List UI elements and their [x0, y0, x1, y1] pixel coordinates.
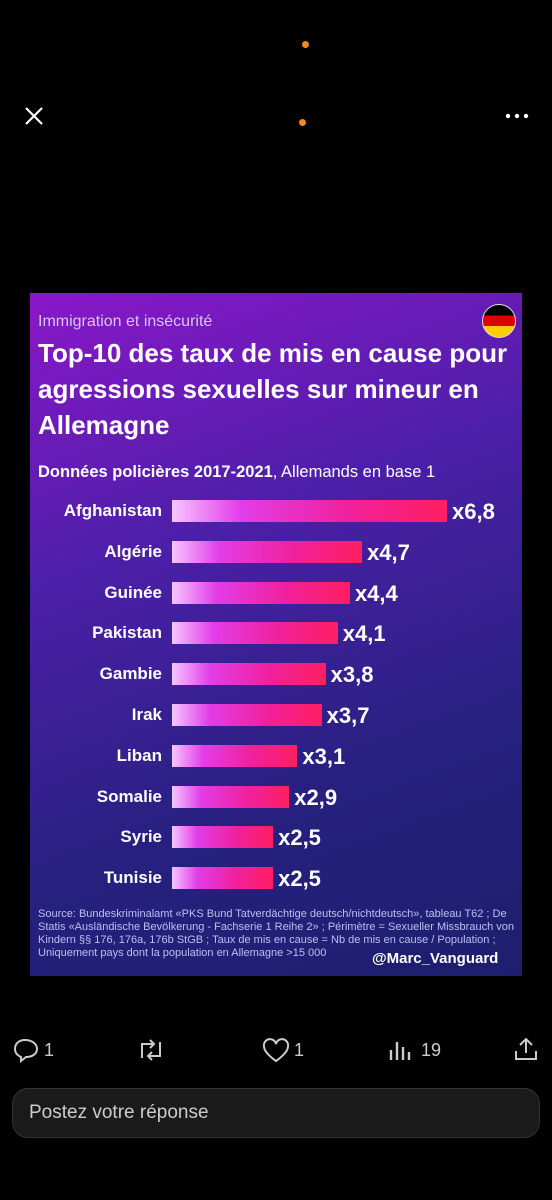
bar: [172, 867, 274, 890]
value-label: x4,4: [354, 580, 398, 606]
value-label: x3,1: [302, 743, 346, 769]
value-label: x3,8: [330, 662, 374, 688]
subtitle-rest: , Allemands en base 1: [272, 463, 436, 481]
more-button[interactable]: [504, 106, 530, 126]
value-label: x4,7: [367, 539, 410, 565]
loading-dot: [302, 41, 309, 48]
value-label: x6,8: [452, 499, 495, 524]
bar: [172, 500, 447, 522]
category-label: Gambie: [99, 664, 162, 684]
category-label: Guinée: [104, 582, 162, 602]
category-label: Pakistan: [92, 623, 162, 643]
bar: [172, 826, 274, 849]
value-label: x3,7: [326, 703, 370, 728]
like-count: 1: [294, 1040, 305, 1060]
bars: Afghanistan x6,8 Algérie x4,7 Guinée x4,4 Paki…: [30, 293, 522, 893]
repost-icon[interactable]: [136, 1038, 166, 1062]
value-label: x4,1: [342, 621, 386, 647]
category-label: Afghanistan: [63, 501, 162, 520]
credit: @Marc_Vanguard: [370, 950, 499, 967]
category-label: Liban: [116, 745, 162, 765]
value-label: x2,9: [294, 784, 338, 810]
views-icon[interactable]: [388, 1038, 412, 1062]
value-label: x2,5: [278, 825, 321, 851]
like-icon[interactable]: [261, 1038, 291, 1064]
value-label: x2,5: [278, 866, 321, 892]
bar: [172, 744, 298, 767]
category-label: Algérie: [104, 541, 162, 561]
bar: [172, 622, 338, 645]
chart-title: Top-10 des taux de mis en cause pour agr…: [38, 338, 508, 440]
reply-icon[interactable]: [12, 1037, 40, 1063]
category-label: Tunisie: [103, 868, 162, 888]
kicker: Immigration et insécurité: [38, 313, 213, 330]
bar: [172, 704, 322, 726]
bar: [172, 663, 326, 686]
subtitle-bold: Données policières 2017-2021: [38, 463, 273, 481]
reply-count: 1: [44, 1040, 55, 1060]
loading-dot: [299, 119, 306, 126]
chart-image: Immigration et insécurité Top-10 des tau…: [30, 293, 522, 976]
chart-subtitle: Données policières 2017-2021, Allemands …: [38, 463, 435, 482]
source-note: Source: Bundeskriminalamt «PKS Bund Tatv…: [38, 908, 514, 959]
bar: [172, 540, 363, 563]
reply-box[interactable]: Postez votre réponse: [12, 1088, 540, 1138]
close-button[interactable]: [22, 104, 46, 128]
bar: [172, 581, 350, 604]
category-label: Syrie: [120, 827, 162, 847]
share-icon[interactable]: [513, 1036, 539, 1062]
category-label: Irak: [131, 705, 162, 724]
category-label: Somalie: [96, 786, 162, 806]
bar: [172, 785, 290, 808]
reply-placeholder: Postez votre réponse: [29, 1102, 209, 1123]
views-count: 19: [421, 1040, 442, 1060]
flag-icon: [482, 304, 516, 338]
